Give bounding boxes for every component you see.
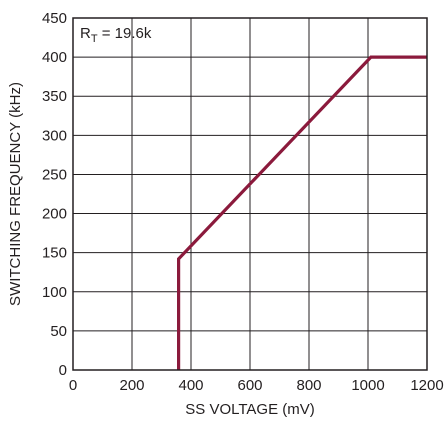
plot-frame [72, 17, 428, 371]
x-tick-label: 600 [237, 377, 262, 394]
y-tick-label: 250 [42, 166, 67, 183]
series-layer [177, 55, 427, 370]
y-tick-label: 200 [42, 206, 67, 223]
grid [73, 18, 427, 370]
y-tick-label: 450 [42, 10, 67, 27]
y-tick-label: 300 [42, 127, 67, 144]
x-tick-label: 800 [296, 377, 321, 394]
y-tick-label: 0 [59, 362, 67, 379]
y-tick-label: 400 [42, 49, 67, 66]
rt-annotation-main: R [80, 25, 91, 42]
rt-annotation-value: = 19.6k [98, 25, 152, 42]
series-line [177, 55, 427, 370]
y-tick-label: 50 [50, 323, 67, 340]
x-tick-label: 1200 [410, 377, 443, 394]
x-tick-label: 1000 [351, 377, 384, 394]
y-tick-label: 350 [42, 88, 67, 105]
y-tick-label: 150 [42, 245, 67, 262]
rt-annotation-subscript: T [91, 33, 98, 45]
x-tick-label: 0 [69, 377, 77, 394]
x-tick-label: 400 [178, 377, 203, 394]
rt-annotation: RT = 19.6k [80, 25, 152, 45]
x-axis-title: SS VOLTAGE (mV) [185, 401, 314, 418]
x-tick-labels: 0 200 400 600 800 1000 1200 [69, 377, 444, 394]
y-tick-label: 100 [42, 284, 67, 301]
y-tick-labels: 0 50 100 150 200 250 300 350 400 450 [42, 10, 67, 379]
x-tick-label: 200 [119, 377, 144, 394]
y-axis-title: SWITCHING FREQUENCY (kHz) [7, 82, 24, 306]
